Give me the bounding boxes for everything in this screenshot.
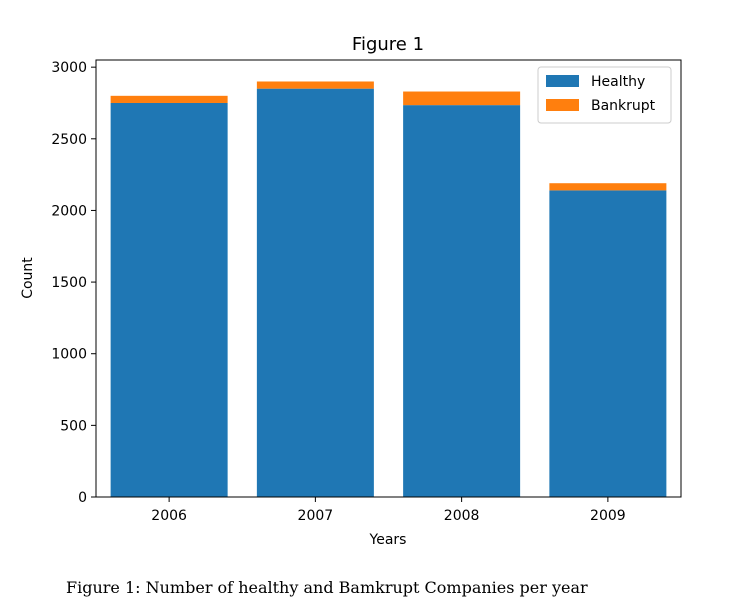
- x-tick-label: 2007: [298, 508, 334, 524]
- x-tick-label: 2009: [590, 508, 626, 524]
- legend-swatch-healthy: [546, 75, 579, 87]
- legend-label-healthy: Healthy: [591, 74, 645, 90]
- figure-caption: Figure 1: Number of healthy and Bamkrupt…: [66, 578, 588, 597]
- plot-frame: [95, 59, 682, 498]
- y-axis-label: Count: [20, 257, 36, 299]
- x-axis-label: Years: [369, 532, 407, 548]
- bars: [110, 81, 667, 498]
- y-tick-label: 1500: [51, 275, 87, 291]
- y-axis: 0 500 1000 1500 2000 2500 3000: [51, 60, 96, 506]
- legend: Healthy Bankrupt: [537, 66, 672, 124]
- legend-label-bankrupt: Bankrupt: [591, 98, 656, 114]
- y-tick-label: 0: [78, 490, 87, 506]
- bar-bankrupt-2007: [256, 81, 374, 89]
- legend-swatch-bankrupt: [546, 99, 579, 111]
- y-tick-label: 2000: [51, 203, 87, 219]
- chart-title: Figure 1: [352, 34, 424, 55]
- bar-healthy-2006: [110, 102, 228, 497]
- y-tick-label: 500: [60, 418, 87, 434]
- y-tick-label: 2500: [51, 132, 87, 148]
- bar-healthy-2008: [403, 105, 521, 498]
- x-tick-label: 2006: [151, 508, 187, 524]
- y-tick-label: 3000: [51, 60, 87, 76]
- x-tick-label: 2008: [444, 508, 480, 524]
- bar-bankrupt-2009: [549, 183, 667, 191]
- bar-bankrupt-2008: [403, 91, 521, 106]
- bar-healthy-2009: [549, 190, 667, 497]
- y-tick-label: 1000: [51, 347, 87, 363]
- x-axis: 2006 2007 2008 2009: [151, 497, 626, 524]
- bar-bankrupt-2006: [110, 95, 228, 103]
- bar-healthy-2007: [256, 88, 374, 498]
